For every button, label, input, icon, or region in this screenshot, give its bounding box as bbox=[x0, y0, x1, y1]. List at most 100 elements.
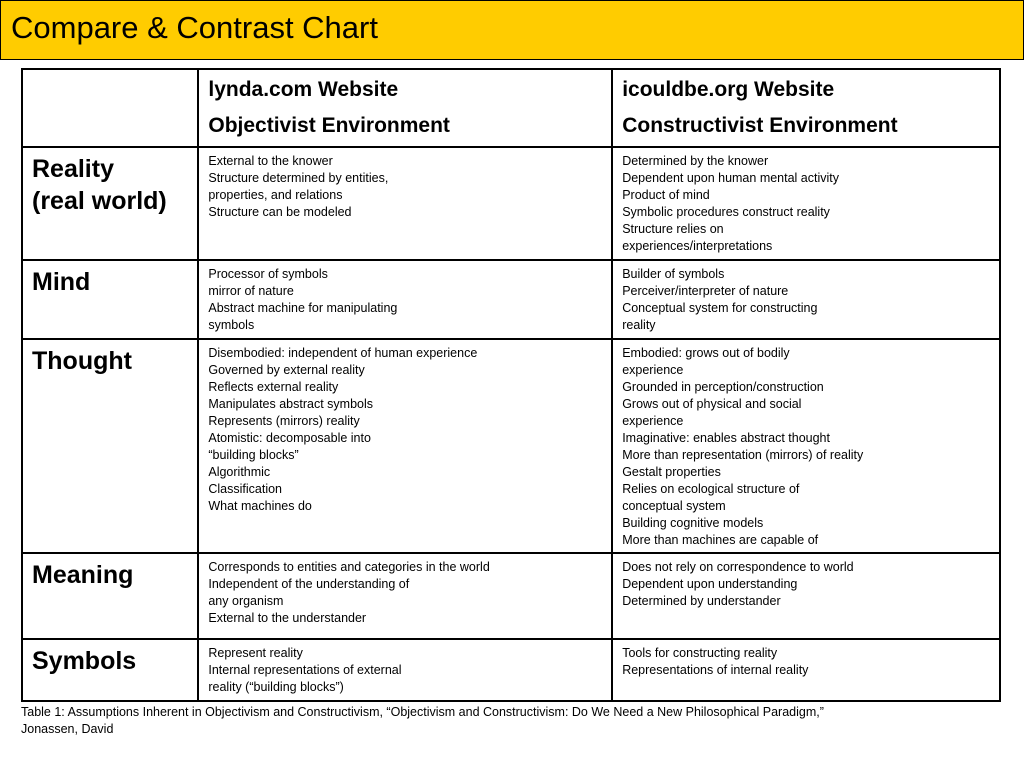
header-objectivist-line: Objectivist Environment bbox=[208, 114, 450, 137]
text-line: Algorithmic bbox=[208, 465, 271, 479]
text-line: Building cognitive models bbox=[622, 516, 764, 530]
text-line: Product of mind bbox=[622, 188, 710, 202]
constructivist-text: Does not rely on correspondence to world… bbox=[613, 554, 999, 610]
table-row-reality: Reality (real world) External to the know… bbox=[20, 146, 1001, 261]
text-line: Manipulates abstract symbols bbox=[208, 397, 374, 411]
constructivist-text: Determined by the knower Dependent upon h… bbox=[613, 148, 999, 255]
text-line: Corresponds to entities and categories i… bbox=[208, 560, 490, 574]
row-label-meaning: Meaning bbox=[23, 554, 197, 591]
row-label-cell: Symbols bbox=[20, 638, 200, 702]
text-line: Symbols bbox=[32, 647, 137, 675]
text-line: Represents (mirrors) reality bbox=[208, 414, 360, 428]
text-line: Table 1: Assumptions Inherent in Objecti… bbox=[21, 705, 824, 719]
text-line: Structure relies on bbox=[622, 222, 724, 236]
text-line: reality (“building blocks”) bbox=[208, 680, 344, 694]
constructivist-cell: Tools for constructing reality Representa… bbox=[611, 638, 1001, 702]
objectivist-cell: Disembodied: independent of human experi… bbox=[197, 338, 614, 554]
objectivist-cell: Represent reality Internal representation… bbox=[197, 638, 614, 702]
comparison-table: lynda.com Website Objectivist Environmen… bbox=[20, 68, 1001, 702]
text-line: Structure determined by entities, bbox=[208, 171, 389, 185]
constructivist-text: Builder of symbols Perceiver/interpreter … bbox=[613, 261, 999, 334]
text-line: Jonassen, David bbox=[21, 722, 114, 736]
text-line: Structure can be modeled bbox=[208, 205, 352, 219]
text-line: experiences/interpretations bbox=[622, 239, 773, 253]
objectivist-cell: External to the knower Structure determin… bbox=[197, 146, 614, 261]
header-corner-cell bbox=[20, 68, 200, 148]
row-label-symbols: Symbols bbox=[23, 640, 197, 677]
text-line: Imaginative: enables abstract thought bbox=[622, 431, 830, 445]
text-line: Dependent upon human mental activity bbox=[622, 171, 840, 185]
row-label-cell: Meaning bbox=[20, 552, 200, 640]
text-line: Tools for constructing reality bbox=[622, 646, 778, 660]
text-line: Thought bbox=[32, 347, 132, 375]
row-label-cell: Mind bbox=[20, 259, 200, 340]
text-line: experience bbox=[622, 363, 684, 377]
text-line: properties, and relations bbox=[208, 188, 343, 202]
constructivist-cell: Determined by the knower Dependent upon h… bbox=[611, 146, 1001, 261]
text-line: Atomistic: decomposable into bbox=[208, 431, 371, 445]
text-line: any organism bbox=[208, 594, 284, 608]
table-row-meaning: Meaning Corresponds to entities and cate… bbox=[20, 552, 1001, 640]
text-line: More than machines are capable of bbox=[622, 533, 819, 547]
header-row: lynda.com Website Objectivist Environmen… bbox=[20, 68, 1001, 148]
objectivist-text: Disembodied: independent of human experi… bbox=[199, 340, 611, 515]
text-line: Meaning bbox=[32, 561, 134, 589]
text-line: reality bbox=[622, 318, 656, 332]
text-line: Representations of internal reality bbox=[622, 663, 809, 677]
text-line: Reality bbox=[32, 155, 114, 183]
text-line: experience bbox=[622, 414, 684, 428]
text-line: Does not rely on correspondence to world bbox=[622, 560, 854, 574]
text-line: Determined by the knower bbox=[622, 154, 769, 168]
text-line: mirror of nature bbox=[208, 284, 294, 298]
header-objectivist: lynda.com Website Objectivist Environmen… bbox=[197, 68, 614, 148]
constructivist-cell: Does not rely on correspondence to world… bbox=[611, 552, 1001, 640]
constructivist-text: Tools for constructing reality Representa… bbox=[613, 640, 999, 679]
table-row-mind: Mind Processor of symbols mirror of natur… bbox=[20, 259, 1001, 340]
text-line: Gestalt properties bbox=[622, 465, 721, 479]
text-line: (real world) bbox=[32, 187, 167, 215]
constructivist-text: Embodied: grows out of bodily experience G… bbox=[613, 340, 999, 549]
text-line: symbols bbox=[208, 318, 255, 332]
text-line: Represent reality bbox=[208, 646, 303, 660]
page-title: Compare & Contrast Chart bbox=[11, 10, 378, 45]
table-row-symbols: Symbols Represent reality Internal repres… bbox=[20, 638, 1001, 702]
text-line: Perceiver/interpreter of nature bbox=[622, 284, 789, 298]
objectivist-text: Corresponds to entities and categories i… bbox=[199, 554, 611, 627]
row-label-cell: Reality (real world) bbox=[20, 146, 200, 261]
header-constructivist-line: icouldbe.org Website bbox=[622, 78, 835, 101]
header-objectivist-line: lynda.com Website bbox=[208, 78, 399, 101]
title-bar: Compare & Contrast Chart bbox=[0, 0, 1024, 60]
objectivist-text: External to the knower Structure determin… bbox=[199, 148, 611, 221]
text-line: Classification bbox=[208, 482, 282, 496]
constructivist-cell: Builder of symbols Perceiver/interpreter … bbox=[611, 259, 1001, 340]
text-line: External to the understander bbox=[208, 611, 367, 625]
header-constructivist-line: Constructivist Environment bbox=[622, 114, 898, 137]
row-label-reality: Reality (real world) bbox=[23, 148, 197, 217]
text-line: Dependent upon understanding bbox=[622, 577, 798, 591]
table-caption: Table 1: Assumptions Inherent in Objecti… bbox=[21, 704, 1011, 738]
objectivist-text: Processor of symbols mirror of nature Abst… bbox=[199, 261, 611, 334]
text-line: conceptual system bbox=[622, 499, 726, 513]
text-line: Conceptual system for constructing bbox=[622, 301, 818, 315]
text-line: Embodied: grows out of bodily bbox=[622, 346, 790, 360]
table-row-thought: Thought Disembodied: independent of huma… bbox=[20, 338, 1001, 554]
text-line: Relies on ecological structure of bbox=[622, 482, 800, 496]
text-line: What machines do bbox=[208, 499, 312, 513]
row-label-thought: Thought bbox=[23, 340, 197, 377]
text-line: Abstract machine for manipulating bbox=[208, 301, 398, 315]
text-line: Grows out of physical and social bbox=[622, 397, 802, 411]
text-line: Symbolic procedures construct reality bbox=[622, 205, 830, 219]
text-line: Processor of symbols bbox=[208, 267, 328, 281]
text-line: “building blocks” bbox=[208, 448, 299, 462]
row-label-mind: Mind bbox=[23, 261, 197, 298]
header-constructivist: icouldbe.org Website Constructivist Envi… bbox=[611, 68, 1001, 148]
text-line: Mind bbox=[32, 268, 91, 296]
text-line: More than representation (mirrors) of re… bbox=[622, 448, 864, 462]
objectivist-cell: Processor of symbols mirror of nature Abst… bbox=[197, 259, 614, 340]
text-line: Internal representations of external bbox=[208, 663, 402, 677]
constructivist-cell: Embodied: grows out of bodily experience G… bbox=[611, 338, 1001, 554]
row-label-cell: Thought bbox=[20, 338, 200, 554]
text-line: Grounded in perception/construction bbox=[622, 380, 824, 394]
text-line: Disembodied: independent of human experi… bbox=[208, 346, 478, 360]
text-line: Determined by understander bbox=[622, 594, 781, 608]
